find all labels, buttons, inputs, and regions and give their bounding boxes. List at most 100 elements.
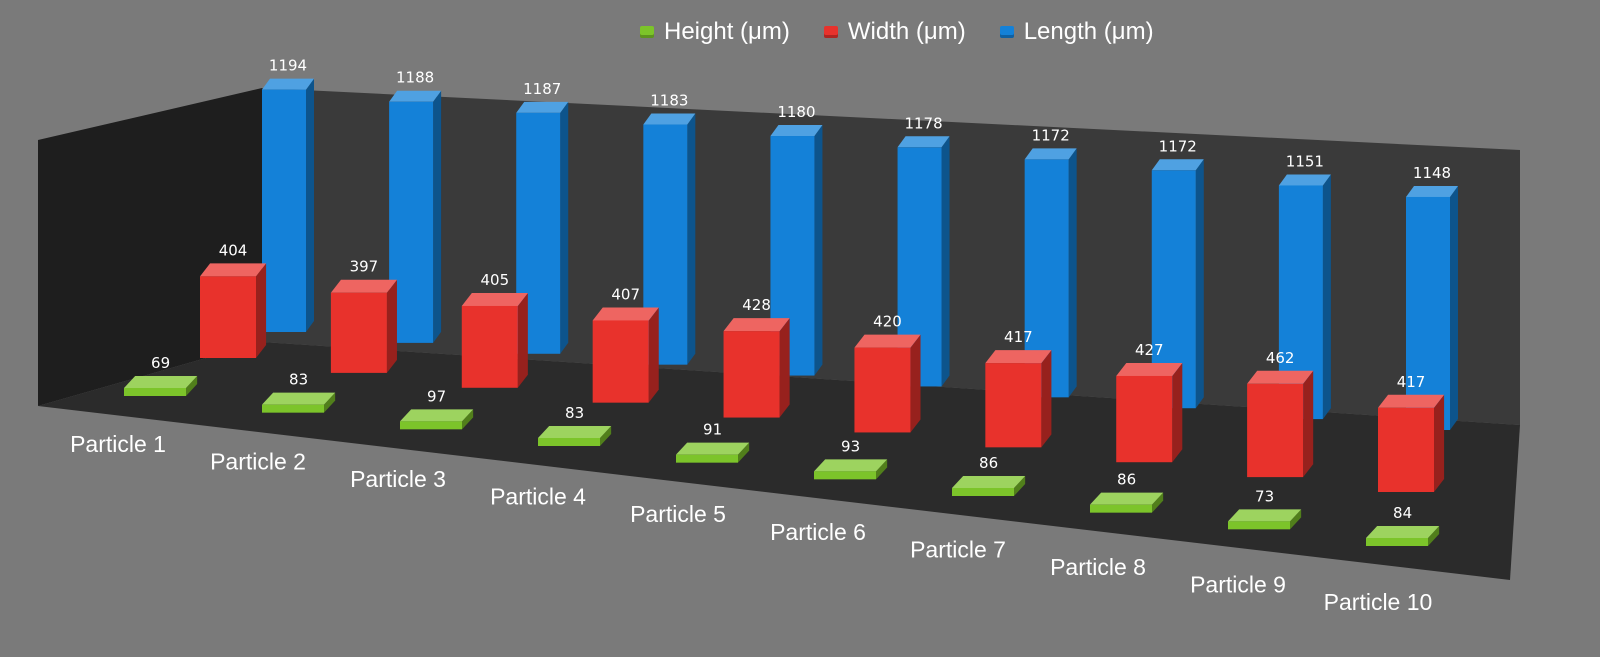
bar-height-side-6 — [876, 459, 888, 480]
data-label-width-1: 404 — [219, 241, 248, 259]
legend-item-length: Length (μm) — [999, 18, 1154, 46]
x-tick-label-9: Particle 9 — [1190, 571, 1286, 597]
legend-swatch-width — [823, 26, 838, 38]
bar-width-top-1 — [200, 263, 267, 277]
bar-length-side-1 — [306, 78, 314, 332]
bar-length-top-9 — [1278, 174, 1331, 186]
x-tick-label-4: Particle 4 — [490, 484, 586, 510]
bar-length-top-7 — [1024, 148, 1077, 160]
bar-height-2 — [262, 404, 324, 413]
bar-width-top-4 — [592, 307, 659, 321]
data-label-width-3: 405 — [480, 271, 509, 289]
data-label-width-4: 407 — [611, 285, 640, 303]
bar-height-top-6 — [814, 459, 888, 472]
bar-height-top-1 — [124, 376, 198, 388]
data-label-length-10: 1148 — [1413, 164, 1451, 182]
bar-height-side-5 — [738, 442, 750, 463]
bar-width-side-6 — [910, 334, 921, 433]
x-tick-label-6: Particle 6 — [770, 519, 866, 545]
data-label-length-8: 1172 — [1159, 137, 1197, 155]
x-tick-label-8: Particle 8 — [1050, 554, 1146, 580]
bar-width-9 — [1247, 383, 1304, 478]
bar-length-side-5 — [814, 125, 823, 376]
bar-height-side-4 — [600, 426, 612, 446]
legend-label-length: Length (μm) — [1023, 18, 1154, 45]
x-tick-label-7: Particle 7 — [910, 536, 1006, 562]
bar-height-top-7 — [952, 476, 1026, 488]
bar-length-top-1 — [262, 78, 314, 90]
data-label-height-6: 93 — [841, 437, 860, 455]
data-label-height-4: 83 — [565, 404, 584, 422]
data-label-width-6: 420 — [873, 313, 902, 331]
bar-height-3 — [400, 421, 462, 430]
legend-swatch-length — [999, 26, 1014, 38]
bar-width-5 — [723, 331, 780, 418]
bar-width-1 — [200, 276, 256, 358]
bar-height-side-10 — [1428, 526, 1440, 546]
bar-height-10 — [1366, 538, 1428, 546]
legend-item-width: Width (μm) — [823, 18, 966, 46]
data-label-height-3: 97 — [427, 387, 446, 405]
data-label-height-8: 86 — [1117, 471, 1136, 489]
bar-height-4 — [538, 438, 600, 446]
bar-width-side-8 — [1172, 362, 1183, 463]
bar-height-top-2 — [262, 392, 336, 405]
data-label-length-7: 1172 — [1032, 126, 1070, 144]
bar-length-side-2 — [433, 90, 442, 343]
data-label-height-9: 73 — [1255, 487, 1274, 505]
bar-length-side-7 — [1068, 148, 1077, 398]
data-label-width-10: 417 — [1397, 373, 1426, 391]
bar-width-side-3 — [517, 292, 528, 388]
data-label-height-10: 84 — [1393, 504, 1412, 522]
bar-width-6 — [854, 347, 911, 433]
x-tick-label-1: Particle 1 — [70, 431, 166, 457]
bar-height-side-3 — [462, 409, 474, 430]
data-label-height-7: 86 — [979, 454, 998, 472]
bar-width-top-8 — [1116, 362, 1183, 376]
bar-width-side-1 — [256, 263, 267, 358]
bar-height-top-9 — [1228, 509, 1302, 522]
data-label-height-2: 83 — [289, 371, 308, 389]
bar-width-top-7 — [985, 350, 1052, 364]
bar-width-4 — [592, 320, 649, 403]
bar-height-1 — [124, 388, 186, 396]
bar-width-top-2 — [330, 279, 397, 293]
bar-length-side-6 — [941, 136, 950, 387]
x-tick-label-3: Particle 3 — [350, 466, 446, 492]
bar-length-side-3 — [560, 101, 569, 354]
bar-length-side-8 — [1195, 159, 1204, 409]
chart-legend: Height (μm) Width (μm) Length (μm) — [640, 18, 1154, 46]
data-label-width-9: 462 — [1266, 349, 1295, 367]
data-label-width-2: 397 — [350, 258, 379, 276]
bar-width-8 — [1116, 375, 1173, 463]
bar-width-top-3 — [461, 292, 528, 306]
bar-height-9 — [1228, 521, 1290, 530]
bar-width-side-2 — [386, 279, 397, 373]
bar-length-top-5 — [770, 125, 823, 137]
bar-height-top-5 — [676, 442, 750, 455]
bar-height-side-9 — [1290, 509, 1302, 530]
bar-height-side-8 — [1152, 492, 1164, 513]
legend-label-width: Width (μm) — [847, 18, 966, 45]
back-wall — [262, 88, 1520, 425]
x-tick-label-10: Particle 10 — [1324, 589, 1433, 615]
data-label-length-1: 1194 — [269, 57, 307, 75]
bar-width-side-5 — [779, 318, 790, 418]
bar-height-8 — [1090, 504, 1152, 513]
bar-height-top-10 — [1366, 526, 1440, 538]
bar-height-top-8 — [1090, 492, 1164, 505]
data-label-length-5: 1180 — [777, 103, 815, 121]
bar-height-side-2 — [324, 392, 336, 413]
bar-height-top-4 — [538, 426, 612, 438]
bar-length-1 — [262, 89, 306, 332]
bar-width-side-4 — [648, 307, 659, 403]
bar-height-5 — [676, 454, 738, 463]
data-label-length-4: 1183 — [650, 92, 688, 110]
bar-width-top-6 — [854, 334, 921, 348]
bar-width-top-9 — [1247, 370, 1314, 384]
bar-width-side-7 — [1041, 350, 1052, 448]
bar-width-side-9 — [1303, 370, 1314, 478]
bar-height-7 — [952, 488, 1014, 496]
